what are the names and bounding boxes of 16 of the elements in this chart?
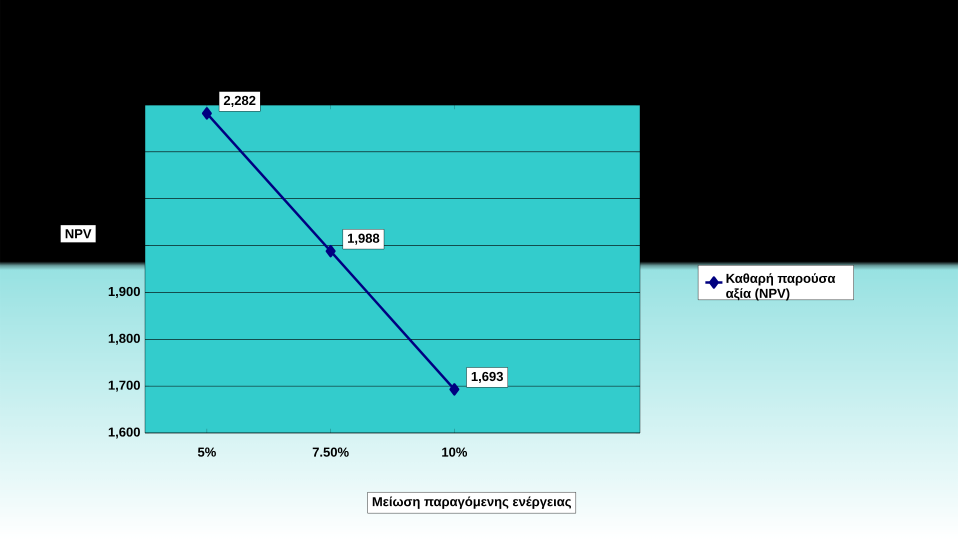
x-tick-label: 5% xyxy=(198,448,216,457)
x-tick-label: 10% xyxy=(442,448,468,457)
point xyxy=(202,107,212,120)
x-axis-title: Μείωση παραγόμενης ενέργειας xyxy=(372,496,571,509)
y-axis-title: NPV xyxy=(66,229,92,238)
legend-label: Καθαρή παρούσα αξία (NPV) xyxy=(726,273,836,301)
y-tick-label: 1,900 xyxy=(108,286,140,298)
y-tick-label: 1,600 xyxy=(108,427,140,439)
data-label: 1,988 xyxy=(348,234,380,245)
point xyxy=(326,244,336,258)
point xyxy=(449,383,460,396)
x-tick-label: 7.50% xyxy=(312,448,349,457)
y-tick-label: 1,700 xyxy=(108,380,140,392)
data-label: 1,693 xyxy=(472,372,503,383)
y-tick-label: 1,800 xyxy=(108,334,140,345)
data-label: 2,282 xyxy=(224,96,256,107)
